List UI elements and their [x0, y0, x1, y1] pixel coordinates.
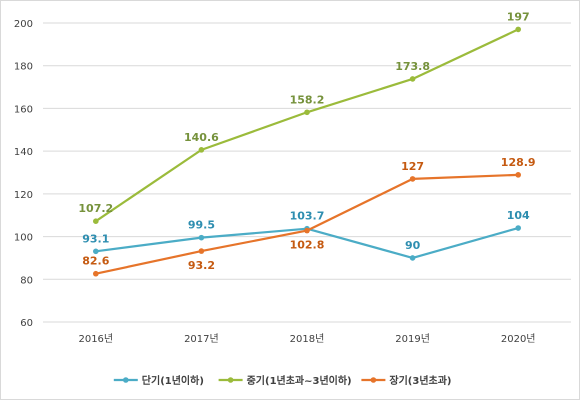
legend-marker: [227, 377, 234, 383]
y-tick-label: 100: [14, 233, 33, 244]
data-label: 107.2: [78, 202, 113, 215]
y-tick-label: 140: [14, 147, 33, 158]
y-tick-label: 180: [14, 62, 33, 73]
series-line: [95, 28, 519, 223]
y-tick-label: 60: [20, 318, 33, 329]
data-label: 128.9: [501, 156, 536, 169]
series-line: [95, 173, 519, 275]
grid-lines: [43, 22, 571, 323]
data-point: [93, 248, 99, 255]
data-point: [198, 147, 205, 153]
data-point: [409, 255, 416, 261]
data-label: 158.2: [290, 93, 325, 106]
data-point: [409, 176, 416, 182]
legend-label: 장기(3년초과): [389, 374, 451, 387]
data-point: [409, 76, 416, 82]
legend: 단기(1년이하) 중기(1년초과~3년이하) 장기(3년초과): [113, 374, 452, 387]
data-label: 93.2: [188, 259, 215, 272]
y-tick-label: 160: [14, 104, 33, 115]
x-tick-label: 2017년: [184, 333, 219, 345]
data-label: 99.5: [188, 219, 215, 232]
data-label: 197: [507, 10, 530, 23]
data-point: [93, 270, 99, 277]
data-label: 90: [405, 239, 421, 252]
y-tick-label: 120: [14, 190, 33, 201]
data-label: 93.1: [82, 232, 109, 245]
data-point: [515, 172, 521, 178]
legend-marker: [370, 377, 377, 383]
data-label: 140.6: [184, 131, 219, 144]
data-label: 104: [507, 209, 530, 222]
y-tick-label: 200: [14, 19, 33, 30]
x-tick-label: 2016년: [78, 333, 113, 345]
data-point: [515, 225, 521, 231]
data-label: 82.6: [82, 255, 109, 268]
data-label: 127: [401, 160, 424, 173]
data-labels: 93.1 99.5 103.7 90 104 107.2 140.6 158.2 173.8 19…: [78, 10, 535, 272]
y-tick-label: 80: [20, 275, 33, 286]
x-tick-label: 2018년: [290, 333, 325, 345]
data-point: [304, 109, 310, 116]
data-point: [304, 227, 310, 234]
data-point: [515, 26, 521, 33]
data-label: 173.8: [395, 60, 430, 73]
y-axis-ticks: 60 80 100 120 140 160 180 200: [14, 19, 33, 329]
data-label: 102.8: [290, 239, 325, 252]
legend-label: 단기(1년이하): [142, 374, 204, 387]
x-tick-label: 2019년: [395, 333, 430, 345]
legend-marker: [123, 377, 129, 383]
data-point: [198, 234, 205, 241]
x-axis-ticks: 2016년 2017년 2018년 2019년 2020년: [78, 333, 535, 345]
legend-label: 중기(1년초과~3년이하): [247, 374, 352, 387]
data-label: 103.7: [290, 210, 325, 223]
data-point: [198, 248, 205, 254]
series-group: [93, 26, 521, 277]
data-point: [93, 218, 99, 224]
x-tick-label: 2020년: [501, 333, 536, 345]
